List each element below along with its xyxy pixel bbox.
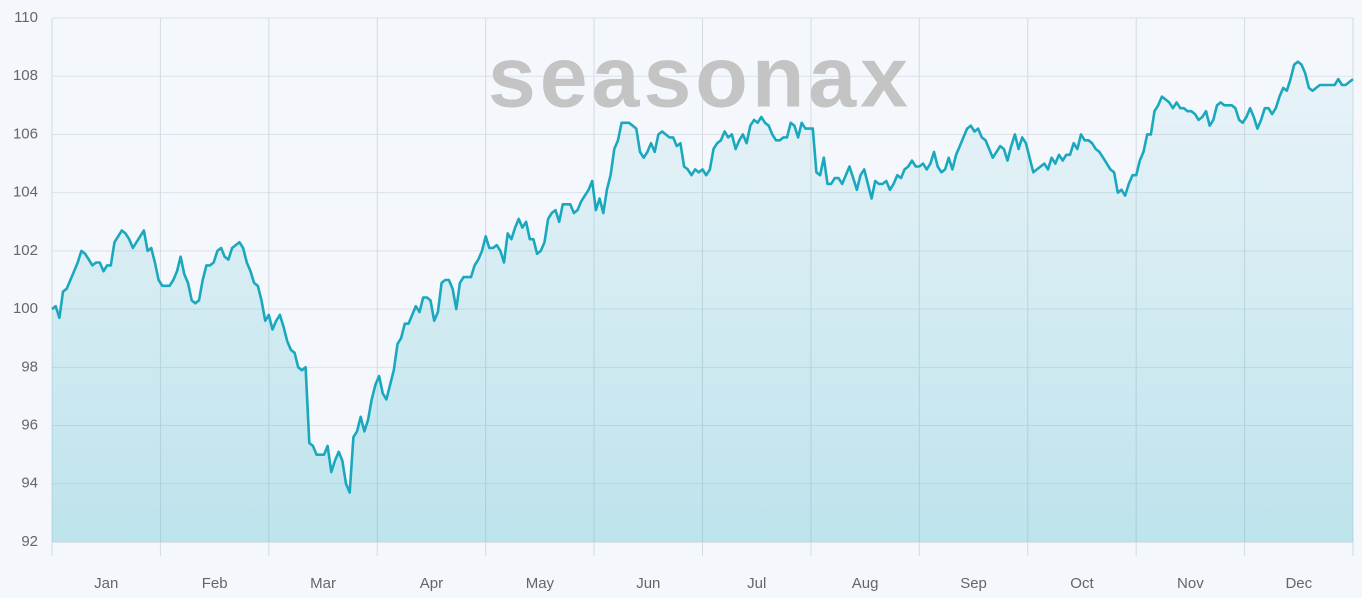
- x-tick-label: May: [526, 575, 555, 592]
- y-tick-label: 92: [21, 533, 38, 550]
- line: [51, 60, 1354, 494]
- x-tick-label: Sep: [960, 575, 987, 592]
- x-tick-label: Aug: [852, 575, 879, 592]
- y-tick-label: 104: [13, 184, 38, 201]
- y-tick-label: 96: [21, 417, 38, 434]
- y-tick-label: 98: [21, 358, 38, 375]
- area: [52, 61, 1353, 542]
- x-tick-label: Jan: [94, 575, 118, 592]
- watermark: seasonax: [488, 30, 912, 126]
- y-tick-label: 102: [13, 242, 38, 259]
- y-tick-label: 106: [13, 125, 38, 142]
- x-tick-label: Dec: [1285, 575, 1312, 592]
- y-tick-label: 94: [21, 475, 38, 492]
- y-tick-label: 108: [13, 67, 38, 84]
- x-tick-label: Mar: [310, 575, 336, 592]
- x-tick-label: Feb: [202, 575, 228, 592]
- y-tick-label: 100: [13, 300, 38, 317]
- y-tick-label: 110: [14, 9, 38, 26]
- x-tick-label: Nov: [1177, 575, 1204, 592]
- x-tick-label: Oct: [1070, 575, 1094, 592]
- x-tick-label: Jul: [747, 575, 766, 592]
- x-tick-label: Apr: [420, 575, 443, 592]
- x-tick-label: Jun: [636, 575, 660, 592]
